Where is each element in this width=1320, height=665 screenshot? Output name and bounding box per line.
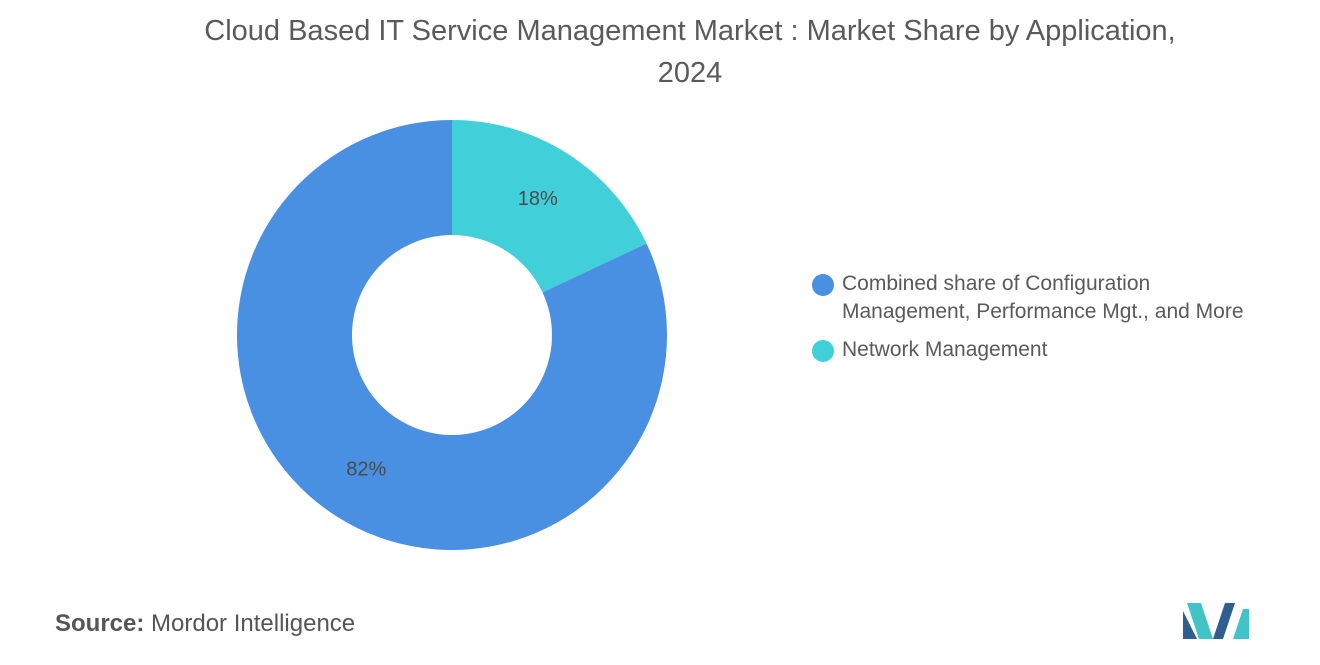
legend-label-network-management: Network Management	[842, 338, 1048, 361]
legend-swatch-combined	[812, 274, 834, 296]
slice-label-combined: 82%	[346, 458, 386, 480]
logo-shape-1	[1183, 611, 1197, 639]
source-value: Mordor Intelligence	[151, 610, 356, 637]
slice-label-network-management: 18%	[518, 188, 558, 210]
source-key: Source:	[55, 610, 145, 637]
logo-shape-3	[1213, 603, 1235, 639]
mordor-intelligence-logo-icon	[1183, 603, 1249, 639]
legend-label-combined: Combined share of Configuration Manageme…	[842, 272, 1244, 323]
chart-title: Cloud Based IT Service Management Market…	[60, 10, 1320, 94]
logo-shape-4	[1233, 609, 1249, 639]
legend: Combined share of Configuration Manageme…	[812, 270, 1302, 374]
logo-shape-2	[1187, 603, 1213, 639]
donut-slice-network-management	[452, 120, 647, 293]
legend-item-network-management: Network Management	[812, 336, 1302, 364]
chart-title-line-1: Cloud Based IT Service Management Market…	[204, 15, 1176, 47]
legend-item-combined: Combined share of Configuration Manageme…	[812, 270, 1302, 326]
chart-title-line-2: 2024	[657, 57, 723, 89]
legend-swatch-network-management	[812, 340, 834, 362]
donut-slice-combined-share-of-configuration-management-performance-mgt-and-more	[237, 120, 668, 550]
source-note: Source: Mordor Intelligence	[55, 610, 355, 638]
